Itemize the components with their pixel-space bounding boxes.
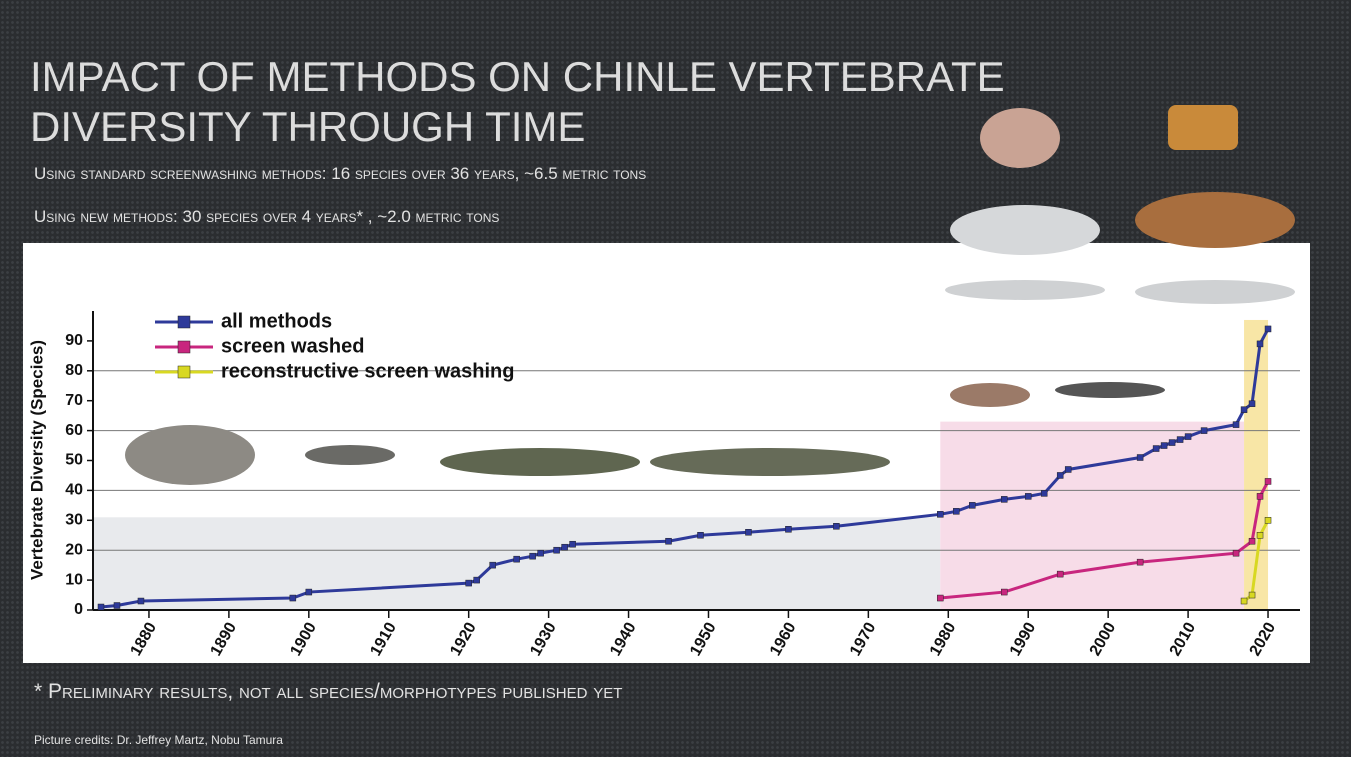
y-tick-label: 70 [65,392,83,409]
animal-illustration [305,445,395,465]
point [529,552,536,560]
point [305,588,313,596]
point [537,549,544,557]
point [97,603,105,611]
point [745,529,752,536]
fossil-photo [980,108,1060,168]
point [553,546,560,554]
y-tick-label: 80 [65,362,83,379]
subtitle: Using standard screenwashing methods: 16… [34,164,647,183]
y-tick-label: 10 [65,571,83,588]
grid [93,370,1300,551]
point [1248,400,1256,407]
point [289,594,297,602]
point [1256,493,1264,500]
shaded-region [93,517,941,610]
point [1240,406,1248,413]
point [1264,325,1272,333]
series-line [940,480,1270,600]
animal-illustration [440,448,640,476]
legend-label: reconstructive screen washing [221,360,514,382]
slide-title: IMPACT OF METHODS ON CHINLE VERTEBRATE D… [30,53,1005,150]
y-tick-label: 0 [74,601,83,618]
subtitle: Using new methods: 30 species over 4 yea… [34,207,500,226]
animal-illustration [950,383,1030,407]
y-tick-label: 20 [65,541,83,558]
point [1136,558,1144,566]
point [113,602,121,609]
point [465,579,472,587]
legend-label: all methods [221,310,332,332]
shaded-region [940,421,1245,610]
series-line [1243,519,1270,603]
y-tick-label: 60 [65,422,83,439]
point [1184,433,1192,440]
fossil-photo [1168,105,1238,150]
point [1256,532,1264,539]
legend-marker [177,315,191,329]
y-tick-label: 40 [65,482,83,499]
regions [93,319,1269,610]
point [937,594,944,602]
animal-illustration [125,425,255,485]
point [785,526,792,533]
point [1056,570,1064,578]
footnote: * Preliminary results, not all species/m… [34,680,623,703]
point [473,576,480,584]
point [1160,442,1168,449]
point [1024,493,1032,500]
point [833,523,840,530]
legend-label: screen washed [221,335,364,357]
point [1000,588,1008,596]
y-axis-label: Vertebrate Diversity (Species) [27,340,46,580]
point [1168,439,1176,446]
animal-illustration [650,448,890,476]
point [1264,517,1272,524]
point [937,511,944,518]
point [1200,427,1208,434]
point [697,532,704,539]
y-tick-label: 30 [65,512,83,529]
point [1248,591,1256,599]
point [953,508,960,515]
point [513,555,520,563]
point [1040,490,1048,497]
legend-marker [177,340,191,354]
illustrations [125,105,1295,485]
point [665,537,672,545]
fossil-photo [1135,192,1295,248]
fossil-drawing [945,280,1105,300]
point [1136,454,1144,461]
legend-marker [177,365,191,379]
point [1176,436,1184,443]
y-tick-label: 50 [65,452,83,469]
fossil-drawing [950,205,1100,255]
fossil-drawing [1135,280,1295,304]
point [1000,496,1008,503]
point [1232,549,1240,557]
y-tick-label: 90 [65,332,83,349]
point [1064,466,1072,473]
point [1256,340,1264,348]
point [1152,445,1160,452]
point [1264,478,1272,485]
point [137,597,145,605]
point [969,502,976,509]
point [489,561,496,569]
point [561,543,568,551]
legend: all methods screen washed reconstructive s… [155,310,514,382]
point [1232,421,1240,428]
point [1056,472,1064,479]
point [1240,597,1248,605]
animal-illustration [1055,382,1165,398]
series [97,325,1272,611]
point [1248,537,1256,545]
point [569,540,576,548]
credits: Picture credits: Dr. Jeffrey Martz, Nobu… [34,733,283,747]
